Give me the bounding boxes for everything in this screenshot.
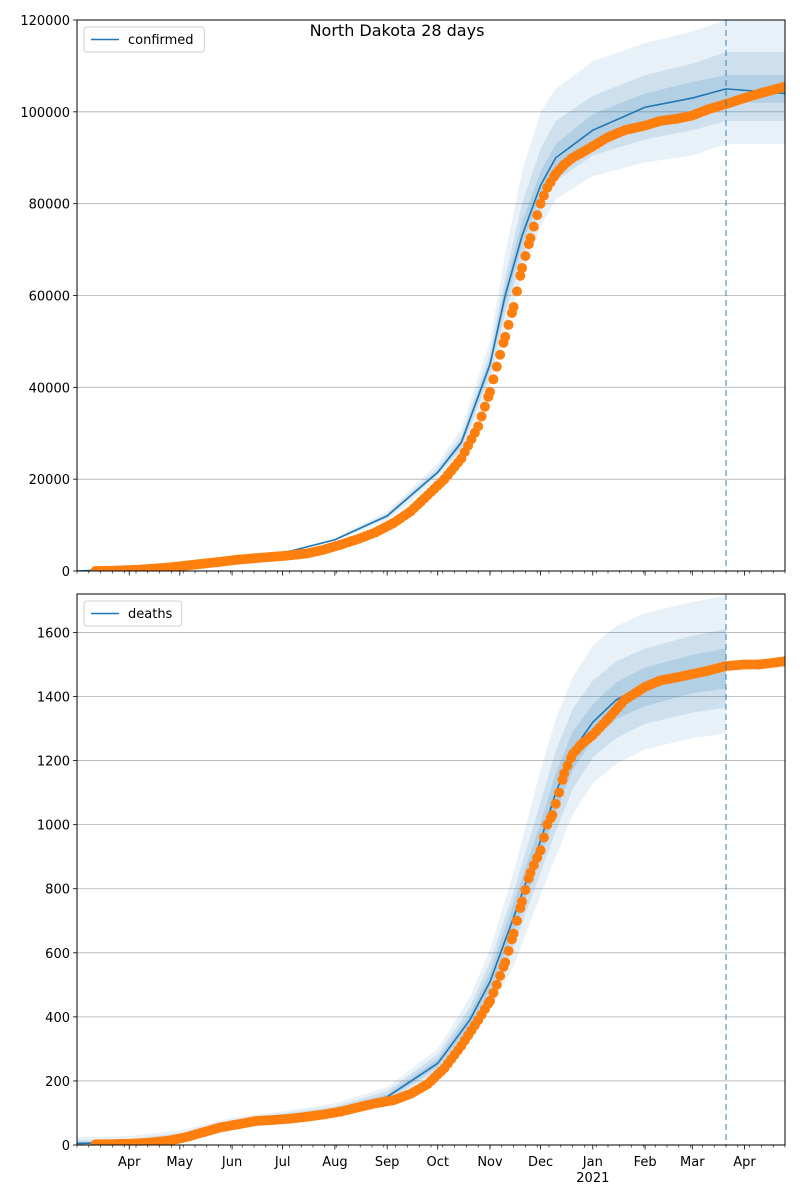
- deaths-band-middle: [77, 629, 726, 1145]
- deaths-legend-label: deaths: [128, 607, 173, 622]
- confirmed-observed-point: [476, 411, 487, 422]
- confirmed-observed-point: [491, 361, 502, 372]
- deaths-band-outer: [77, 595, 726, 1145]
- xtick-label: Aug: [322, 1155, 347, 1170]
- confirmed-observed-point: [780, 81, 785, 92]
- deaths-observed-point: [520, 885, 531, 896]
- confirmed-observed-point: [485, 386, 495, 397]
- deaths-observed-point: [780, 656, 785, 667]
- confirmed-observed-point: [525, 233, 536, 244]
- confirmed-observed-point: [503, 319, 514, 330]
- confirmed-observed-point: [500, 331, 511, 342]
- confirmed-legend-box: [83, 26, 205, 53]
- confirmed-ytick-label: 80000: [29, 198, 70, 213]
- deaths-observed-point: [488, 987, 499, 998]
- deaths-panel: 0 200 400 600 800 1000 1200 1400 1600 Apr May Jun Ju…: [37, 593, 786, 1186]
- xtick-label: Feb: [634, 1155, 657, 1170]
- confirmed-ytick-label: 20000: [29, 473, 70, 488]
- deaths-observed-point: [559, 768, 570, 779]
- confirmed-ytick-label: 40000: [29, 381, 70, 396]
- confirmed-observed-point: [473, 421, 484, 432]
- deaths-observed-point: [485, 995, 495, 1006]
- deaths-observed-point: [495, 970, 506, 981]
- confirmed-observed-point: [532, 210, 543, 221]
- deaths-ytick-label: 400: [45, 1011, 70, 1026]
- xtick-label: Apr: [733, 1155, 756, 1170]
- deaths-ytick-label: 200: [45, 1075, 70, 1090]
- deaths-observed-point: [517, 896, 528, 907]
- xtick-label: May: [166, 1155, 193, 1170]
- xtick-year-label: 2021: [576, 1171, 609, 1186]
- xtick-label: Nov: [477, 1155, 503, 1170]
- confirmed-ytick-label: 60000: [29, 290, 70, 305]
- deaths-observed-point: [538, 832, 549, 843]
- confirmed-legend: confirmed: [83, 26, 205, 53]
- confirmed-plot-area: [77, 20, 785, 571]
- xtick-label: Dec: [528, 1155, 553, 1170]
- figure-title: North Dakota 28 days: [310, 21, 485, 40]
- deaths-ytick-label: 1000: [37, 819, 70, 834]
- confirmed-ytick-label: 100000: [20, 106, 70, 121]
- deaths-observed-point: [491, 979, 502, 990]
- deaths-observed-point: [535, 845, 546, 856]
- xtick-label: Mar: [680, 1155, 705, 1170]
- deaths-observed-point: [528, 860, 539, 871]
- deaths-ytick-label: 600: [45, 947, 70, 962]
- confirmed-observed-point: [488, 374, 499, 385]
- confirmed-panel: 0 20000 40000 60000 80000 100000 120000 confirm…: [20, 14, 786, 580]
- confirmed-observed-point: [479, 401, 490, 412]
- deaths-ytick-label: 0: [62, 1139, 70, 1154]
- deaths-observed-point: [508, 928, 519, 939]
- deaths-observed-point: [532, 852, 543, 863]
- deaths-plot-area: [77, 595, 785, 1145]
- deaths-observed-point: [503, 945, 514, 956]
- confirmed-observed-point: [511, 286, 522, 297]
- confirmed-observed-point: [495, 349, 506, 360]
- xtick-label: Jun: [221, 1155, 242, 1170]
- deaths-ytick-label: 1200: [37, 755, 70, 770]
- deaths-ytick-label: 1400: [37, 691, 70, 706]
- confirmed-observed-point: [517, 262, 528, 273]
- confirmed-observed-point: [538, 190, 549, 201]
- xtick-label: Sep: [375, 1155, 400, 1170]
- confirmed-observed-point: [515, 270, 526, 281]
- deaths-observed-point: [550, 798, 561, 809]
- xtick-label: Apr: [118, 1155, 141, 1170]
- deaths-ytick-label: 800: [45, 883, 70, 898]
- deaths-observed-point: [500, 957, 511, 968]
- deaths-observed-point: [525, 867, 536, 878]
- confirmed-legend-label: confirmed: [128, 33, 194, 48]
- xtick-label: Jul: [274, 1155, 291, 1170]
- confirmed-observed-point: [528, 221, 539, 232]
- xtick-label: Oct: [427, 1155, 449, 1170]
- confirmed-observed-point: [535, 198, 546, 209]
- confirmed-observed-point: [508, 301, 519, 312]
- confirmed-ytick-label: 0: [62, 565, 70, 580]
- confirmed-ytick-label: 120000: [20, 14, 70, 29]
- confirmed-observed-point: [520, 251, 531, 262]
- deaths-legend-box: [83, 600, 183, 627]
- confirmed-band-outer: [77, 20, 785, 571]
- deaths-observed-point: [547, 810, 558, 821]
- deaths-observed-point: [562, 760, 573, 771]
- deaths-observed-point: [554, 787, 565, 798]
- xtick-label: Jan: [582, 1155, 603, 1170]
- deaths-legend: deaths: [83, 600, 183, 627]
- deaths-ytick-label: 1600: [37, 626, 70, 641]
- deaths-observed-point: [511, 915, 522, 926]
